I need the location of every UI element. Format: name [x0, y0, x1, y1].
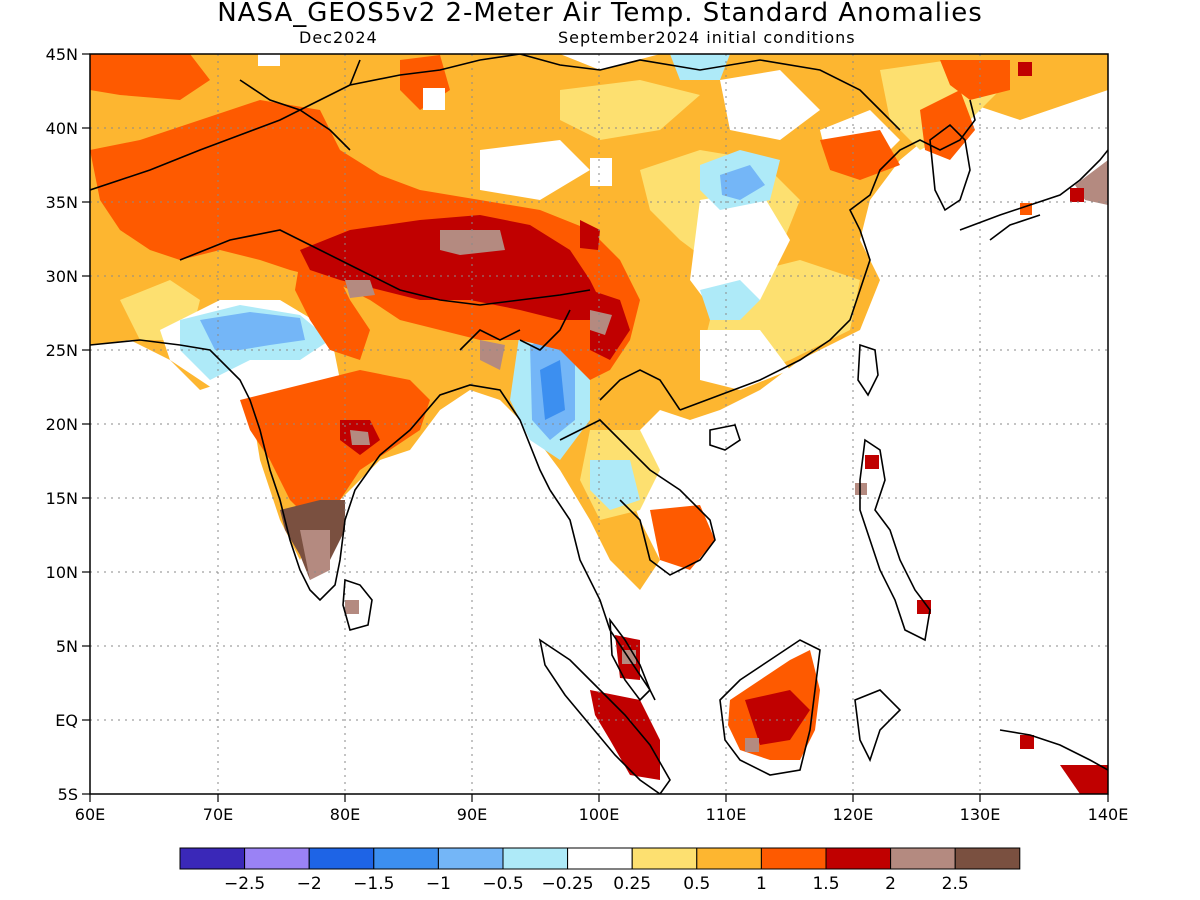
longitude-labels: 60E 70E 80E 90E 100E 110E 120E 130E 140E [75, 805, 1129, 824]
lat-label: 40N [46, 119, 78, 138]
lon-label: 110E [706, 805, 747, 824]
colorbar-label: 2.5 [942, 874, 969, 894]
colorbar-swatch [502, 847, 569, 870]
colorbar-label: −1 [426, 874, 451, 894]
colorbar-label: −2 [297, 874, 322, 894]
lat-label: 10N [46, 563, 78, 582]
colorbar-swatch [825, 847, 892, 870]
lat-label: 5N [56, 637, 78, 656]
lat-label: 25N [46, 341, 78, 360]
lon-label: 70E [203, 805, 233, 824]
colorbar-label: 0.5 [683, 874, 710, 894]
lat-label: 45N [46, 45, 78, 64]
taiwan [857, 343, 879, 397]
colorbar-label: 1 [756, 874, 767, 894]
colorbar-label: 2 [885, 874, 896, 894]
colorbar-swatch [373, 847, 439, 870]
new-guinea [999, 729, 1108, 771]
colorbar-label: −2.5 [224, 874, 265, 894]
initial-conditions: September2024 initial conditions [558, 28, 856, 47]
colorbar-label: −0.5 [482, 874, 523, 894]
sulawesi [854, 689, 902, 763]
lon-label: 60E [75, 805, 105, 824]
hainan [709, 424, 741, 451]
lat-label: 5S [58, 785, 78, 804]
indochina-coast [549, 99, 976, 701]
lat-label: 35N [46, 193, 78, 212]
lat-label: 15N [46, 489, 78, 508]
lat-label: EQ [55, 711, 78, 730]
colorbar-swatch [179, 847, 246, 870]
colorbar-label: −1.5 [353, 874, 394, 894]
korea [929, 123, 971, 212]
lon-label: 100E [579, 805, 620, 824]
colorbar-legend: −2.5 −2 −1.5 −1 −0.5 −0.25 0.25 0.5 1 1.5 2 2.5 [179, 847, 1021, 894]
lat-label: 20N [46, 415, 78, 434]
gridlines [90, 54, 1108, 794]
lon-label: 130E [960, 805, 1001, 824]
colorbar-swatch [631, 847, 698, 870]
borneo [719, 639, 821, 776]
lon-label: 90E [457, 805, 487, 824]
lon-label: 80E [330, 805, 360, 824]
colorbar-swatch [696, 847, 762, 870]
philippines [859, 438, 931, 642]
china-borders [90, 54, 901, 411]
anomaly-field [90, 54, 1108, 794]
colorbar-swatch [760, 847, 827, 870]
forecast-month: Dec2024 [299, 28, 378, 47]
colorbar-swatch [308, 847, 375, 870]
arabia-india-coast [90, 339, 551, 602]
latitude-labels: 5S EQ 5N 10N 15N 20N 25N 30N 35N 40N 45N [46, 45, 78, 804]
sumatra [538, 638, 671, 794]
srilanka [342, 578, 373, 631]
colorbar-label: 1.5 [812, 874, 839, 894]
lat-label: 30N [46, 267, 78, 286]
coastlines [90, 54, 1108, 794]
lon-label: 140E [1088, 805, 1129, 824]
axis-ticks [82, 53, 1109, 802]
malay-peninsula [609, 617, 651, 702]
colorbar-swatch [437, 847, 504, 870]
japan [959, 149, 1108, 241]
colorbar-swatch [567, 847, 633, 870]
colorbar-swatch [890, 847, 956, 870]
colorbar-label: 0.25 [613, 874, 651, 894]
lon-label: 120E [833, 805, 874, 824]
map-title: NASA_GEOS5v2 2-Meter Air Temp. Standard … [217, 0, 983, 28]
colorbar-label: −0.25 [542, 874, 594, 894]
colorbar-swatch [954, 847, 1021, 870]
colorbar-swatch [244, 847, 310, 870]
